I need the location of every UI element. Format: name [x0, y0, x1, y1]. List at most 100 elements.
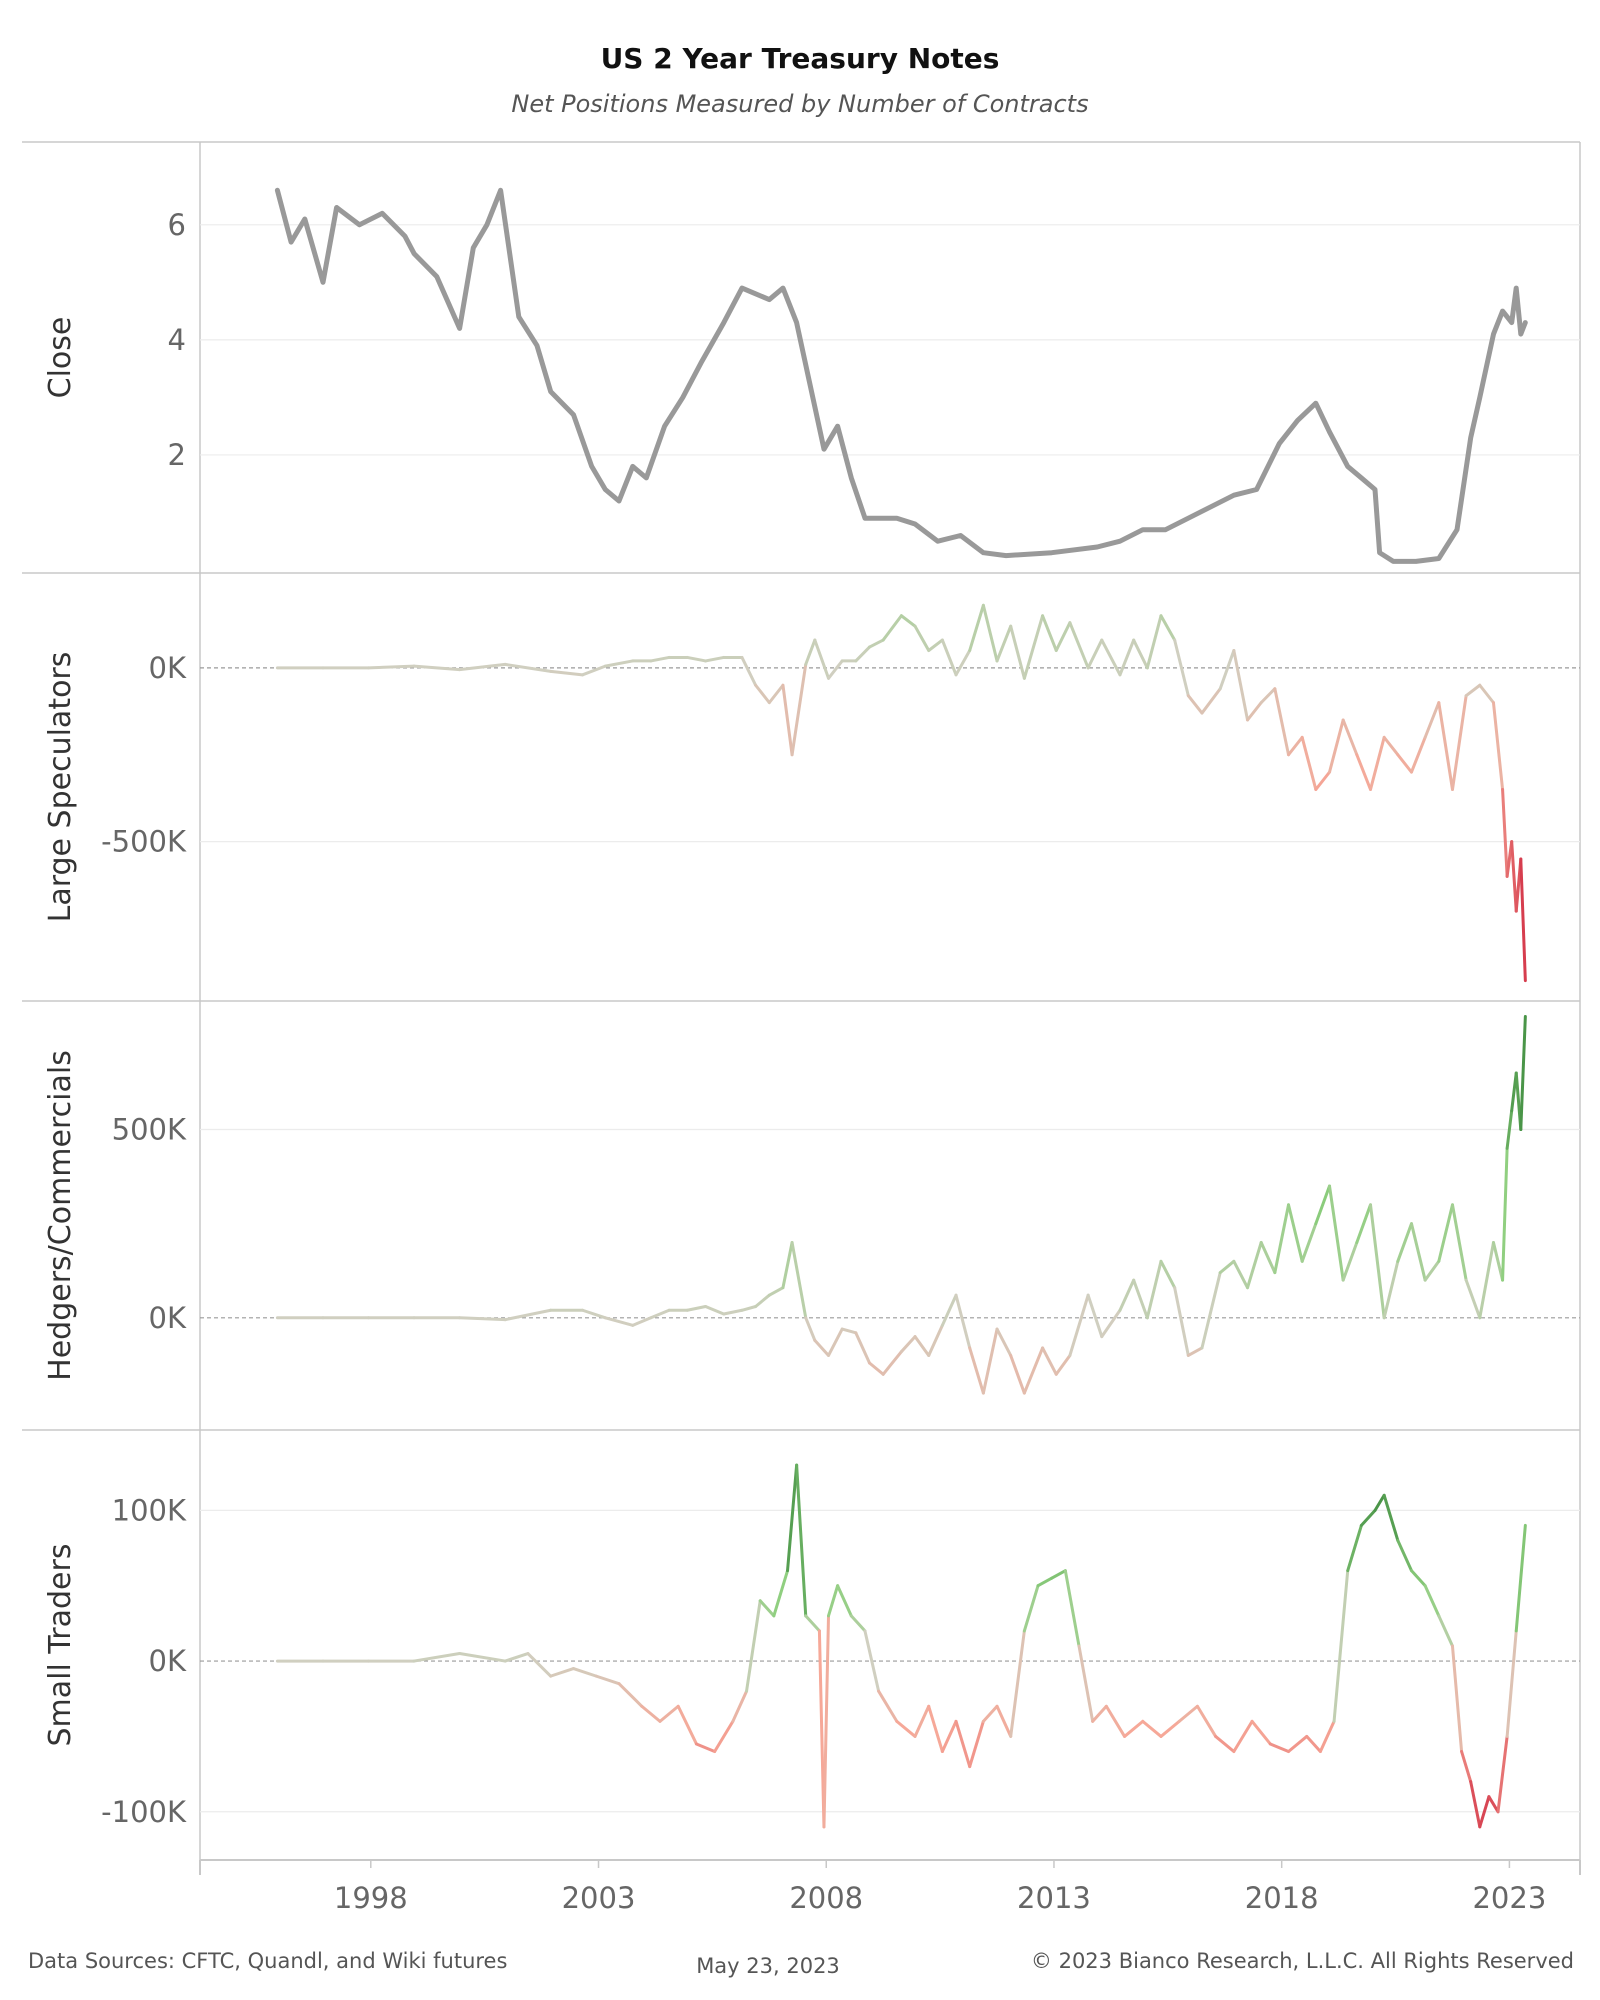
large_speculators-segment	[804, 638, 817, 666]
pane-hedgers_commercials: 500K 0K Hedgers/Commercials	[22, 1000, 1581, 1430]
hedgers_commercials-segment	[631, 1316, 653, 1327]
small_traders-segment	[827, 1584, 840, 1618]
hedgers_commercials-segment	[995, 1327, 1013, 1357]
large_speculators-segment	[1173, 638, 1190, 698]
hedgers_commercials-segment	[899, 1335, 917, 1354]
hedgers_commercials-segment	[767, 1286, 785, 1297]
hedgers_commercials-segment	[1118, 1278, 1136, 1312]
hedgers_commercials-segment	[581, 1308, 607, 1320]
large_speculators-segment	[503, 662, 553, 673]
hedgers_commercials-segment	[722, 1308, 744, 1316]
small_traders-segment	[745, 1599, 762, 1693]
y-tick-label: 0K	[149, 1644, 187, 1678]
hedgers_commercials-segment	[685, 1304, 708, 1312]
large_speculators-segment	[1341, 718, 1359, 757]
hedgers_commercials-segment	[1300, 1222, 1318, 1263]
large_speculators-segment	[1232, 649, 1250, 722]
large_speculators-segment	[927, 638, 944, 652]
small_traders-segment	[1036, 1576, 1054, 1588]
hedgers_commercials-segment	[840, 1327, 858, 1335]
large_speculators-segment	[781, 683, 794, 757]
small_traders-segment	[954, 1719, 972, 1769]
large_speculators-segment	[1382, 735, 1400, 757]
hedgers_commercials-segment	[1273, 1203, 1291, 1275]
small_traders-segment	[1159, 1719, 1181, 1738]
hedgers_commercials-segment	[813, 1338, 831, 1357]
small_traders-segment	[694, 1742, 717, 1753]
large_speculators-segment	[1200, 687, 1222, 715]
large_speculators-segment	[1464, 683, 1482, 698]
hedgers_commercials-segment	[940, 1293, 958, 1327]
hedgers_commercials-segment	[1246, 1240, 1263, 1290]
y-tick-label: -100K	[101, 1795, 187, 1829]
large_speculators-segment	[1355, 753, 1372, 791]
large_speculators-segment	[1510, 840, 1518, 913]
large_speculators-segment	[1287, 735, 1304, 757]
large_speculators-segment	[1132, 638, 1149, 670]
large_speculators-segment	[1054, 621, 1072, 652]
small_traders-segment	[1287, 1734, 1309, 1753]
small_traders-segment	[1318, 1719, 1336, 1753]
footer-date: May 23, 2023	[696, 1954, 840, 1978]
small_traders-segment	[849, 1614, 867, 1633]
hedgers_commercials-segment	[603, 1316, 635, 1327]
hedgers_commercials-segment	[1355, 1203, 1372, 1244]
small_traders-segment	[863, 1629, 881, 1693]
large_speculators-segment	[367, 664, 416, 670]
pane-large_speculators: 0K -500K Large Speculators	[22, 572, 1581, 1001]
large_speculators-segment	[981, 603, 999, 663]
hedgers_commercials-segment	[503, 1308, 553, 1322]
y-tick-label: 0K	[149, 1301, 187, 1335]
hedgers_commercials-segment	[1437, 1203, 1454, 1263]
hedgers_commercials-segment	[754, 1293, 771, 1308]
small_traders-segment	[1437, 1614, 1454, 1648]
small_traders-segment	[1332, 1569, 1350, 1723]
chart-title: US 2 Year Treasury Notes	[601, 42, 1000, 75]
small_traders-segment	[594, 1674, 621, 1686]
small_traders-segment	[1396, 1538, 1413, 1573]
large_speculators-segment	[854, 645, 872, 663]
hedgers_commercials-segment	[968, 1346, 985, 1395]
hedgers_commercials-segment	[649, 1308, 671, 1320]
hedgers_commercials-segment	[1132, 1278, 1149, 1320]
small_traders-segment	[676, 1704, 698, 1746]
small_traders-segment	[1505, 1629, 1518, 1738]
pane-close: 6 4 2 Close	[22, 141, 1581, 573]
large_speculators-segment	[995, 624, 1013, 663]
hedgers_commercials-segment	[458, 1316, 507, 1322]
small_traders-segment	[1250, 1719, 1272, 1746]
small_traders-segment	[927, 1704, 944, 1753]
y-tick-label: 4	[168, 323, 186, 357]
large_speculators-segment	[954, 649, 972, 677]
x-tick-label: 2003	[562, 1881, 636, 1915]
large_speculators-segment	[1328, 718, 1345, 774]
hedgers_commercials-segment	[1218, 1259, 1236, 1275]
hedgers_commercials-segment	[1368, 1203, 1386, 1320]
large_speculators-segment	[1218, 649, 1236, 691]
small_traders-segment	[1091, 1704, 1108, 1723]
hedgers_commercials-segment	[1054, 1353, 1072, 1376]
large_speculators-segment	[827, 659, 844, 680]
small_traders-segment	[877, 1689, 899, 1723]
small_traders-segment	[1450, 1644, 1464, 1753]
pane-small_traders: 100K 0K -100K Small Traders	[22, 1429, 1581, 1860]
small_traders-segment	[795, 1463, 808, 1618]
hedgers_commercials-segment	[1186, 1346, 1204, 1357]
small_traders-segment	[1460, 1749, 1473, 1784]
small_traders-segment	[731, 1689, 749, 1723]
large_speculators-segment	[1273, 687, 1291, 757]
small_traders-segment	[1022, 1584, 1040, 1633]
large_speculators-segment	[549, 669, 585, 677]
large_speculators-segment	[1145, 614, 1163, 670]
hedgers_commercials-segment	[1022, 1346, 1045, 1395]
footer-copyright: © 2023 Bianco Research, L.L.C. All Right…	[1031, 1949, 1574, 1973]
large_speculators-segment	[1118, 638, 1136, 677]
hedgers_commercials-segment	[1341, 1240, 1359, 1282]
hedgers_commercials-segment	[913, 1335, 931, 1357]
hedgers_commercials-segment	[854, 1331, 872, 1365]
hedgers_commercials-segment	[804, 1316, 817, 1342]
hedgers_commercials-segment	[1519, 1015, 1527, 1132]
y-tick-label: 100K	[112, 1493, 187, 1527]
x-tick-label: 2018	[1245, 1881, 1319, 1915]
